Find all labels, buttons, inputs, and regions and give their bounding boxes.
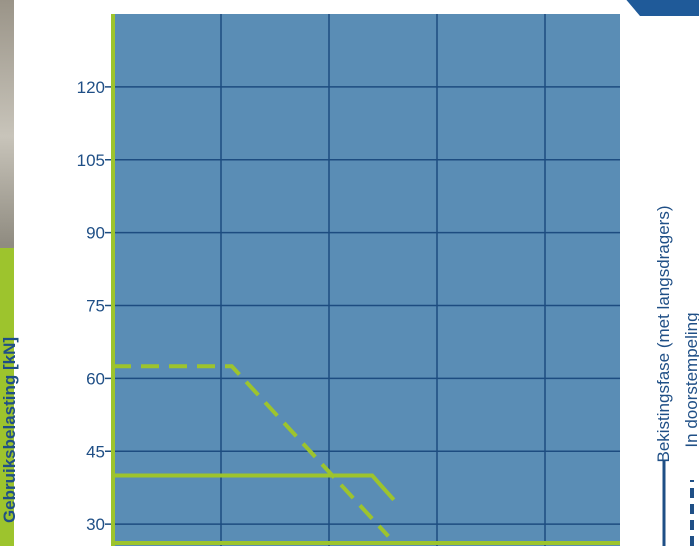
y-axis-ticks: 30 45 60 75 90 105 120 [77,78,113,534]
data-series [113,364,396,538]
side-photo-strip [0,0,14,546]
series-line-dashed [113,364,390,538]
legend-label-bekistingsfase: Bekistingsfase (met langsdragers) [654,205,673,463]
y-tick-label: 105 [77,151,105,170]
legend-label-doorstempeling: In doorstempeling [682,312,699,448]
y-tick-label: 45 [86,442,105,461]
horizontal-gridlines [113,86,620,525]
corner-tab [626,0,699,16]
y-tick-label: 60 [86,369,105,388]
y-axis-label: Gebruiksbelasting [kN] [0,336,19,524]
series-line-solid [113,473,396,502]
y-tick-label: 90 [86,224,105,243]
plot-area [113,14,620,546]
y-tick-label: 120 [77,78,105,97]
y-tick-label: 75 [86,297,105,316]
y-tick-label: 30 [86,515,105,534]
